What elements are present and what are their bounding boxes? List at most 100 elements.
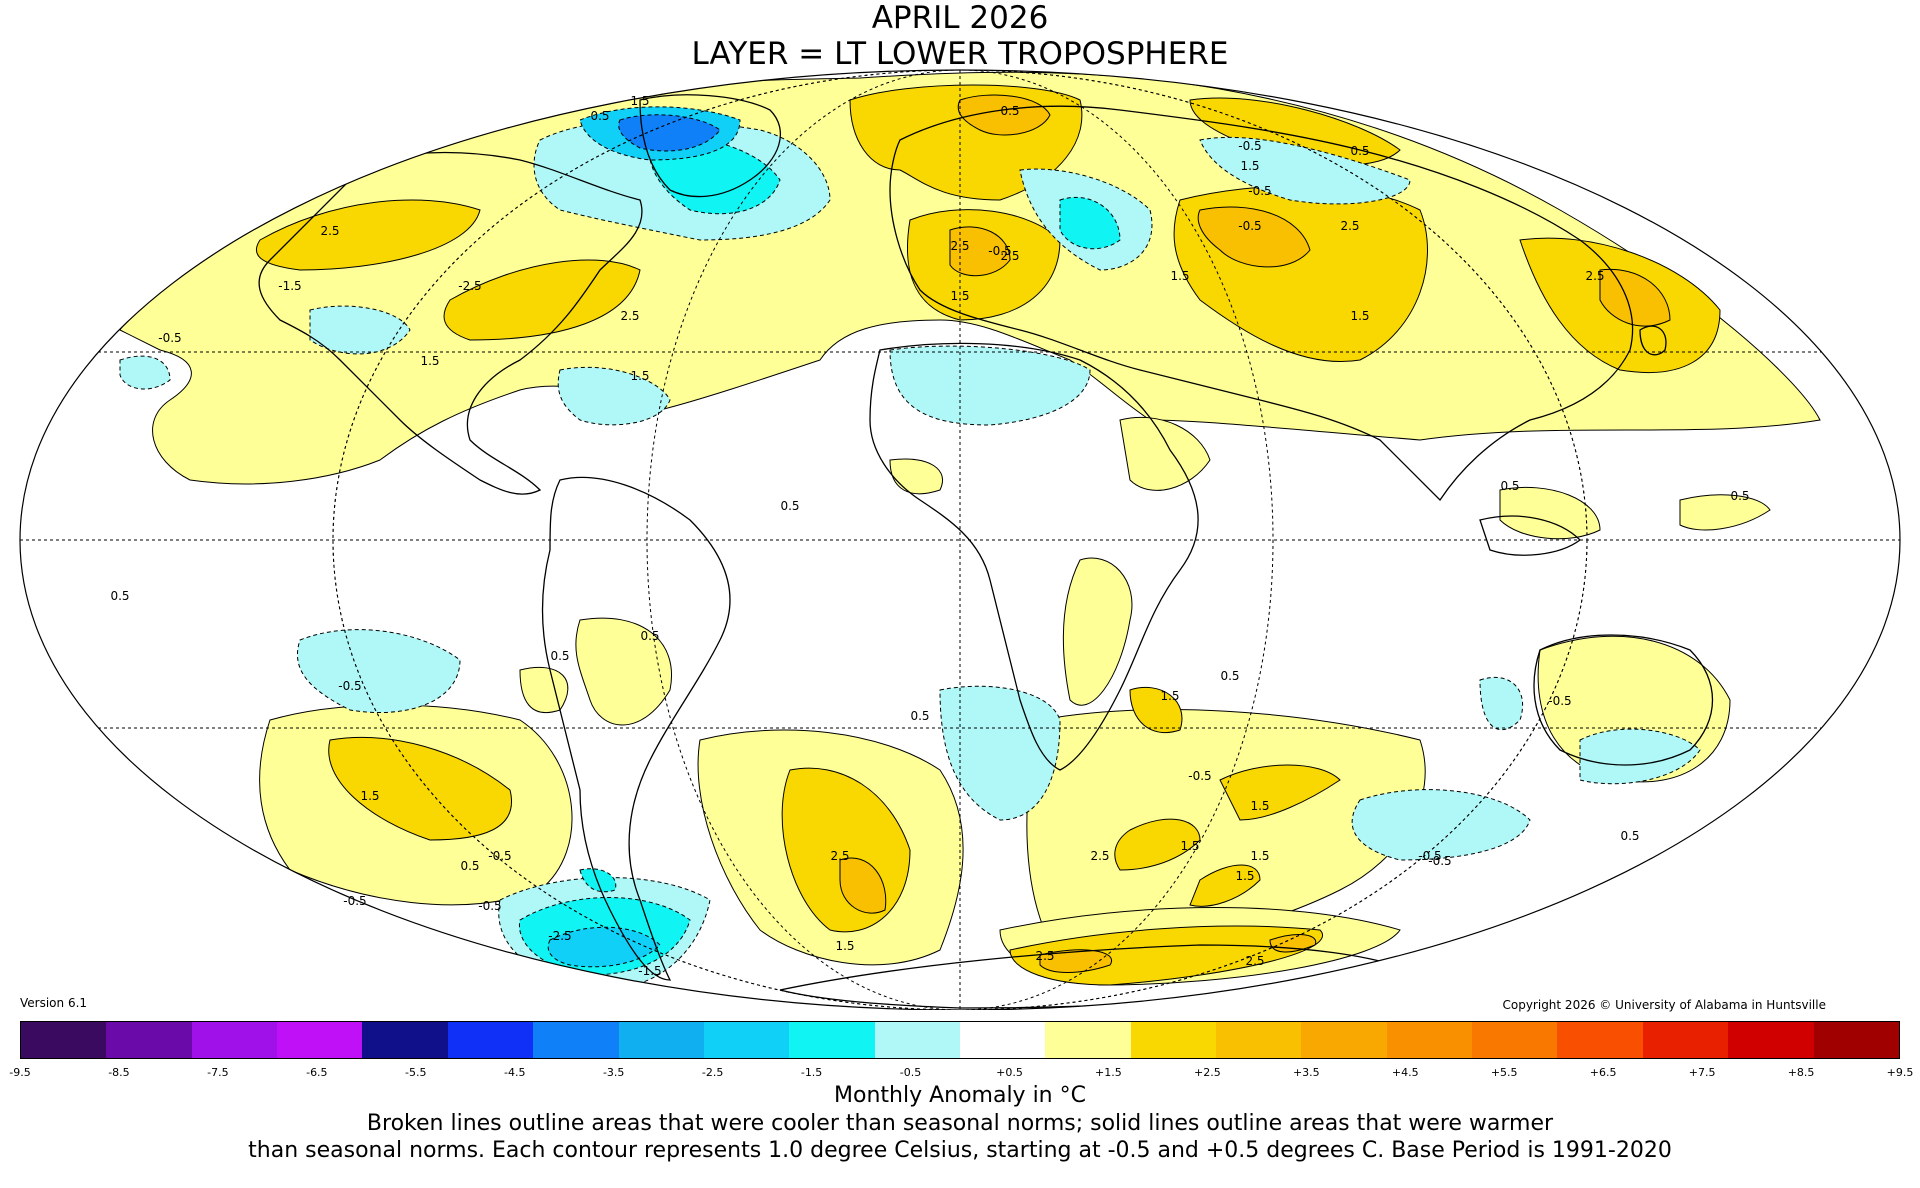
warm-region bbox=[1119, 416, 1211, 491]
colorbar-tick-label: +1.5 bbox=[1095, 1066, 1122, 1079]
contour-label: 0.5 bbox=[910, 709, 929, 723]
cool-region-strong bbox=[1059, 196, 1121, 250]
contour-label: 0.5 bbox=[1500, 479, 1519, 493]
colorbar-tick-label: -0.5 bbox=[899, 1066, 922, 1079]
copyright-label: Copyright 2026 © University of Alabama i… bbox=[1502, 998, 1826, 1012]
contour-label: -0.5 bbox=[1238, 139, 1261, 153]
contour-label: 1.5 bbox=[360, 789, 379, 803]
colorbar-segment bbox=[1813, 1022, 1899, 1058]
greenland-coast bbox=[639, 94, 781, 198]
colorbar-tick-label: +2.5 bbox=[1194, 1066, 1221, 1079]
contour-label: 2.5 bbox=[1090, 849, 1109, 863]
colorbar-segment bbox=[1045, 1022, 1131, 1058]
contour-label: 2.5 bbox=[1035, 949, 1054, 963]
contour-label: 2.5 bbox=[1585, 269, 1604, 283]
caption-line-2: than seasonal norms. Each contour repres… bbox=[248, 1138, 1672, 1163]
cool-region-core bbox=[547, 926, 661, 968]
contour-label: 1.5 bbox=[1170, 269, 1189, 283]
contour-label: 2.5 bbox=[1245, 954, 1264, 968]
contour-label: -0.5 bbox=[338, 679, 361, 693]
colorbar-segment bbox=[191, 1022, 278, 1058]
cool-region bbox=[939, 685, 1061, 821]
contour-label: -0.5 bbox=[1238, 219, 1261, 233]
contour-label: -2.5 bbox=[548, 929, 571, 943]
contour-label: 0.5 bbox=[640, 629, 659, 643]
contour-label: 0.5 bbox=[550, 649, 569, 663]
africa-coast bbox=[869, 342, 1199, 771]
contour-label: -0.5 bbox=[343, 894, 366, 908]
meridian-line bbox=[332, 70, 1588, 1010]
contour-label: 1.5 bbox=[630, 369, 649, 383]
colorbar-tick-label: +7.5 bbox=[1688, 1066, 1716, 1079]
warm-region-core bbox=[1197, 206, 1311, 268]
contour-label: 1.5 bbox=[1160, 689, 1179, 703]
contour-label: 1.5 bbox=[1350, 309, 1369, 323]
colorbar-unit-label: Monthly Anomaly in °C bbox=[834, 1083, 1086, 1108]
warm-region-core bbox=[1039, 949, 1113, 973]
colorbar-tick-label: -7.5 bbox=[207, 1066, 229, 1079]
contour-label: 0.5 bbox=[1350, 144, 1369, 158]
contour-label: 1.5 bbox=[1180, 839, 1199, 853]
cool-region bbox=[119, 355, 171, 390]
contour-label: 2.5 bbox=[830, 849, 849, 863]
warm-region bbox=[889, 458, 943, 495]
contour-label: 2.5 bbox=[1000, 249, 1019, 263]
warm-region-strong bbox=[1114, 818, 1201, 871]
colorbar-tick-label: +0.5 bbox=[996, 1066, 1023, 1079]
contour-label: -0.5 bbox=[1428, 854, 1451, 868]
colorbar-segment bbox=[362, 1022, 448, 1058]
contour-label: -1.5 bbox=[638, 964, 661, 978]
warm-region-strong bbox=[1129, 686, 1183, 734]
colorbar-tick-label: -6.5 bbox=[306, 1066, 328, 1079]
colorbar-segment bbox=[789, 1022, 875, 1058]
cool-region bbox=[1579, 728, 1701, 785]
layer-subtitle: LAYER = LT LOWER TROPOSPHERE bbox=[691, 36, 1229, 72]
colorbar-tick-label: +5.5 bbox=[1490, 1066, 1518, 1079]
colorbar-segment bbox=[874, 1022, 960, 1058]
contour-label: 1.5 bbox=[420, 354, 439, 368]
warm-region-strong bbox=[443, 259, 641, 341]
contour-label: -0.5 bbox=[478, 899, 501, 913]
cool-region bbox=[1479, 676, 1524, 730]
contour-label: 2.5 bbox=[1340, 219, 1359, 233]
contour-label: 0.5 bbox=[780, 499, 799, 513]
colorbar-tick-label: -3.5 bbox=[602, 1066, 625, 1079]
colorbar-tick-label: +8.5 bbox=[1787, 1066, 1815, 1079]
warm-region-core bbox=[957, 94, 1051, 136]
colorbar-tick-label: +4.5 bbox=[1391, 1066, 1419, 1079]
version-label: Version 6.1 bbox=[20, 996, 88, 1010]
colorbar-tick-label: -8.5 bbox=[108, 1066, 130, 1079]
colorbar bbox=[20, 1021, 1900, 1059]
colorbar-tick-label: +6.5 bbox=[1589, 1066, 1617, 1079]
cool-region bbox=[889, 345, 1091, 426]
contour-label: 1.5 bbox=[1250, 849, 1269, 863]
contour-label: 1.5 bbox=[835, 939, 854, 953]
contour-label: -0.5 bbox=[1248, 184, 1271, 198]
contour-label: 1.5 bbox=[1240, 159, 1259, 173]
warm-region-strong bbox=[1189, 97, 1401, 166]
colorbar-segment bbox=[106, 1022, 192, 1058]
warm-region-core bbox=[1599, 268, 1671, 327]
colorbar-segment bbox=[1472, 1022, 1558, 1058]
contour-label: 1.5 bbox=[950, 289, 969, 303]
contour-label: -0.5 bbox=[1548, 694, 1571, 708]
colorbar-segment bbox=[533, 1022, 619, 1058]
colorbar-tick-label: -4.5 bbox=[504, 1066, 526, 1079]
colorbar-segment bbox=[1301, 1022, 1387, 1058]
colorbar-segment bbox=[703, 1022, 790, 1058]
contour-label: 2.5 bbox=[620, 309, 639, 323]
contour-label: 0.5 bbox=[1730, 489, 1749, 503]
contour-label: -0.5 bbox=[1418, 849, 1441, 863]
japan-coast bbox=[1639, 325, 1667, 356]
colorbar-segment bbox=[618, 1022, 704, 1058]
colorbar-segment bbox=[277, 1022, 363, 1058]
colorbar-tick-label: +9.5 bbox=[1886, 1066, 1914, 1079]
colorbar-segment bbox=[959, 1022, 1046, 1058]
colorbar-ticks: -9.5 -8.5 -7.5 -6.5 -5.5 -4.5 -3.5 -2.5 -1.5 -0.5… bbox=[9, 1066, 1913, 1082]
cool-region-strong bbox=[579, 868, 617, 893]
contour-label: -0.5 bbox=[488, 849, 511, 863]
contour-label: -0.5 bbox=[988, 244, 1011, 258]
warm-region bbox=[1679, 494, 1771, 531]
cool-region bbox=[309, 305, 411, 355]
contour-label: 2.5 bbox=[320, 224, 339, 238]
